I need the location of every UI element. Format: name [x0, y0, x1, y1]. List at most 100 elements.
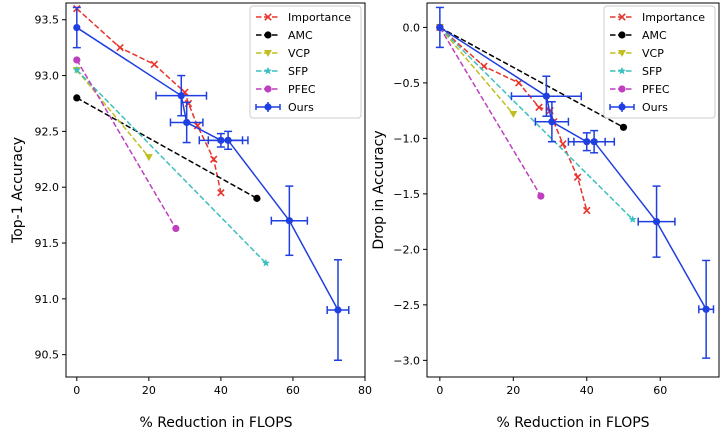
legend: Importance AMC VCP SFP PFEC Ours	[249, 5, 362, 119]
legend-label: Ours	[288, 101, 314, 114]
x-axis-label: % Reduction in FLOPS	[496, 415, 649, 431]
series-sfp-line	[439, 26, 634, 220]
chart-panel-2: 0 20 40 60 −3.0 −2.5 −2.0 −1.5 −1.0 −0.5 0.0 % Redu…	[371, 2, 720, 431]
legend: Importance AMC VCP SFP PFEC Ours	[603, 5, 716, 119]
series-importance-point	[573, 173, 582, 182]
series-pfec-line	[76, 59, 177, 229]
y-tick-label: 92.0	[35, 181, 60, 194]
series-ours-point	[590, 138, 598, 146]
x-tick-label: 0	[73, 384, 80, 397]
series-pfec-point	[73, 56, 81, 64]
legend-label: VCP	[288, 47, 310, 60]
series-importance-point	[150, 60, 159, 69]
legend-label: PFEC	[288, 83, 316, 96]
y-tick-label: 0.0	[403, 21, 421, 34]
series-ours-point	[583, 138, 591, 146]
legend-marker	[264, 50, 272, 57]
legend-frame	[249, 5, 362, 119]
x-tick-label: 20	[506, 384, 520, 397]
series-pfec-point	[172, 224, 180, 233]
series-importance	[73, 4, 225, 197]
legend-marker	[618, 66, 626, 75]
series-amc	[436, 23, 628, 131]
y-tick-label: −1.0	[393, 132, 420, 145]
series-ours-point	[436, 23, 444, 32]
series-vcp	[72, 66, 153, 162]
x-tick-label: 40	[214, 384, 228, 397]
series-importance-point	[515, 79, 523, 87]
series-pfec	[73, 56, 180, 233]
series-importance-line	[439, 26, 588, 211]
series-pfec-point	[537, 192, 545, 200]
series-vcp-point	[144, 154, 153, 162]
series-sfp-point	[72, 65, 81, 74]
series-sfp-line	[76, 69, 267, 264]
series-ours-point	[224, 136, 232, 144]
x-axis-label: % Reduction in FLOPS	[139, 415, 292, 431]
legend-label: AMC	[642, 29, 667, 42]
series-group	[72, 4, 350, 362]
series-amc-line	[439, 26, 624, 128]
y-tick-label: 91.5	[35, 237, 60, 250]
series-group	[435, 6, 715, 359]
series-importance-point	[116, 43, 124, 52]
x-tick-label: 80	[358, 384, 372, 397]
series-ours-point	[183, 118, 191, 127]
series-importance-point	[559, 140, 567, 148]
series-amc-point	[253, 194, 261, 202]
legend-marker	[618, 31, 626, 39]
plot-area	[426, 2, 720, 378]
y-axis-label: Top-1 Accuracy	[10, 137, 26, 244]
series-amc-point	[619, 123, 628, 131]
series-vcp-line	[76, 69, 150, 158]
legend-marker	[618, 13, 626, 21]
y-tick-label: 93.5	[35, 14, 60, 27]
series-vcp	[435, 24, 518, 118]
series-ours	[435, 6, 715, 359]
x-tick-label: 0	[436, 384, 443, 397]
series-ours-point	[285, 217, 293, 225]
series-amc-point	[73, 94, 81, 102]
chart-panel-1: 0 20 40 60 80 90.5 91.0 91.5 92.0 92.5 93.0 93.5 % R…	[10, 2, 372, 431]
series-importance-point	[193, 122, 202, 130]
series-ours	[72, 6, 350, 362]
y-tick-label: −2.0	[393, 243, 420, 256]
legend-label: PFEC	[642, 83, 670, 96]
series-importance-line	[76, 8, 222, 193]
legend-marker	[618, 103, 626, 111]
legend-label: SFP	[288, 65, 308, 78]
legend-frame	[603, 5, 716, 119]
series-vcp-line	[439, 26, 514, 115]
plot-area	[65, 2, 366, 378]
series-amc-line	[76, 97, 258, 200]
legend-label: Importance	[642, 11, 705, 24]
legend-label: AMC	[288, 29, 313, 42]
series-ours-point	[652, 218, 661, 226]
series-ours-point	[73, 23, 81, 32]
legend-marker	[618, 50, 626, 57]
series-ours-point	[542, 92, 550, 100]
y-tick-label: 90.5	[35, 349, 60, 362]
legend-label: SFP	[642, 65, 662, 78]
series-importance-point	[217, 189, 225, 197]
series-ours-point	[334, 306, 342, 314]
y-tick-label: −2.5	[393, 299, 420, 312]
x-tick-label: 40	[580, 384, 594, 397]
x-tick-label: 60	[653, 384, 667, 397]
series-ours-point	[217, 136, 225, 144]
legend-marker	[264, 66, 272, 75]
series-importance-point	[535, 103, 543, 112]
legend-marker	[264, 13, 272, 21]
legend-marker	[264, 103, 272, 111]
series-vcp-point	[509, 110, 518, 118]
series-ours-point	[548, 118, 556, 126]
x-tick-label: 60	[286, 384, 300, 397]
series-sfp-point	[628, 215, 637, 223]
legend-label: VCP	[642, 47, 664, 60]
series-importance-point	[583, 206, 591, 215]
legend-label: Importance	[288, 11, 351, 24]
y-axis-label: Drop in Accuracy	[371, 130, 387, 249]
y-tick-label: 93.0	[35, 70, 60, 83]
y-tick-label: 92.5	[35, 125, 60, 138]
